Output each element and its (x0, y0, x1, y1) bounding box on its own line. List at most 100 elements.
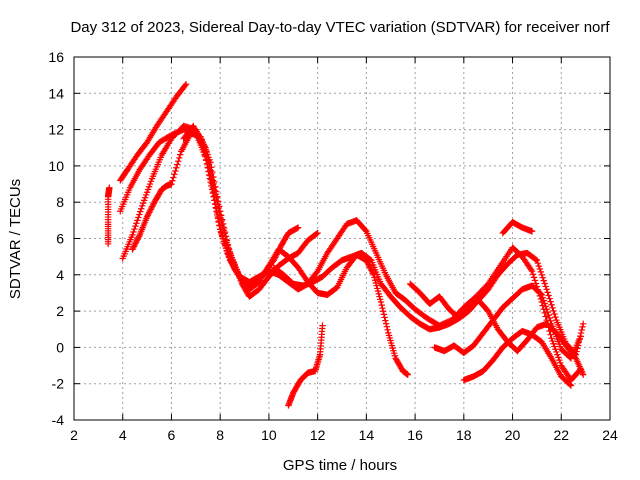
data-point (134, 217, 141, 224)
data-point (530, 274, 538, 281)
data-point (131, 225, 138, 233)
data-point (216, 222, 223, 229)
data-point (205, 168, 213, 175)
data-point (169, 177, 176, 184)
data-point (540, 277, 547, 284)
x-tick-label: 8 (216, 427, 224, 443)
data-point (148, 204, 155, 212)
grid-layer (74, 57, 610, 420)
y-tick-label: 16 (48, 49, 64, 65)
data-point (223, 247, 231, 255)
data-point (578, 326, 585, 334)
data-point (552, 313, 559, 321)
data-point (225, 253, 233, 261)
data-point (378, 301, 385, 309)
y-tick-label: 14 (48, 85, 64, 101)
data-point (404, 371, 411, 378)
data-point (135, 234, 142, 241)
series-track-11 (285, 322, 326, 409)
data-point (214, 209, 221, 216)
data-point (132, 240, 139, 247)
data-point (314, 229, 321, 237)
data-point (207, 159, 214, 166)
x-tick-label: 16 (407, 427, 423, 443)
y-tick-label: 4 (56, 267, 64, 283)
data-point (547, 331, 554, 338)
x-tick-label: 18 (456, 427, 472, 443)
y-tick-label: 2 (56, 303, 64, 319)
data-point (181, 82, 189, 89)
data-point (532, 280, 540, 287)
data-point (143, 213, 151, 220)
data-point (551, 310, 558, 318)
data-point (313, 230, 320, 237)
data-point (218, 216, 226, 223)
data-point (536, 265, 544, 273)
x-tick-label: 14 (359, 427, 375, 443)
data-point (383, 323, 391, 330)
data-point (567, 382, 575, 389)
data-point (532, 256, 540, 263)
data-point (175, 157, 182, 165)
data-point (541, 309, 548, 317)
data-point (203, 160, 211, 167)
series-track-8 (431, 282, 584, 362)
data-point (130, 228, 137, 236)
data-point (380, 311, 388, 318)
data-point (201, 152, 209, 159)
data-point (546, 295, 553, 302)
data-point (130, 244, 137, 252)
data-point (537, 290, 545, 298)
data-point (539, 294, 546, 301)
data-point (224, 250, 232, 258)
data-point (541, 280, 548, 287)
data-point (362, 226, 369, 234)
data-point (219, 220, 227, 227)
data-point (529, 271, 537, 278)
data-point (539, 274, 546, 281)
data-point (566, 381, 574, 388)
data-point (210, 188, 217, 196)
data-point (211, 197, 219, 204)
series-track-1 (117, 81, 190, 184)
data-point (174, 161, 181, 168)
data-point (535, 262, 543, 270)
data-point (136, 211, 143, 218)
data-point (579, 323, 586, 331)
data-point (146, 207, 154, 215)
data-point (580, 371, 587, 378)
data-point (542, 303, 549, 310)
data-point (381, 314, 388, 321)
data-point (216, 208, 224, 215)
chart-title: Day 312 of 2023, Sidereal Day-to-day VTE… (70, 19, 610, 36)
data-point (220, 238, 228, 245)
x-tick-label: 24 (602, 427, 618, 443)
data-point (540, 297, 547, 304)
series-layer (104, 81, 587, 409)
data-point (129, 246, 136, 253)
data-point (206, 172, 214, 179)
data-point (545, 292, 552, 299)
data-point (177, 151, 184, 158)
data-point (131, 241, 138, 249)
data-point (212, 201, 219, 208)
data-point (547, 317, 554, 325)
data-point (137, 208, 144, 215)
data-point (544, 308, 551, 316)
data-point (217, 229, 225, 236)
data-point (200, 148, 208, 155)
data-point (547, 298, 554, 305)
y-tick-label: -4 (52, 412, 65, 428)
y-axis-title: SDTVAR / TECUs (7, 179, 24, 299)
data-point (538, 291, 545, 298)
data-point (549, 304, 556, 312)
data-point (366, 262, 373, 270)
data-point (129, 231, 136, 239)
data-point (319, 322, 326, 329)
x-tick-label: 22 (553, 427, 569, 443)
data-point (528, 267, 536, 275)
x-tick-label: 12 (310, 427, 326, 443)
